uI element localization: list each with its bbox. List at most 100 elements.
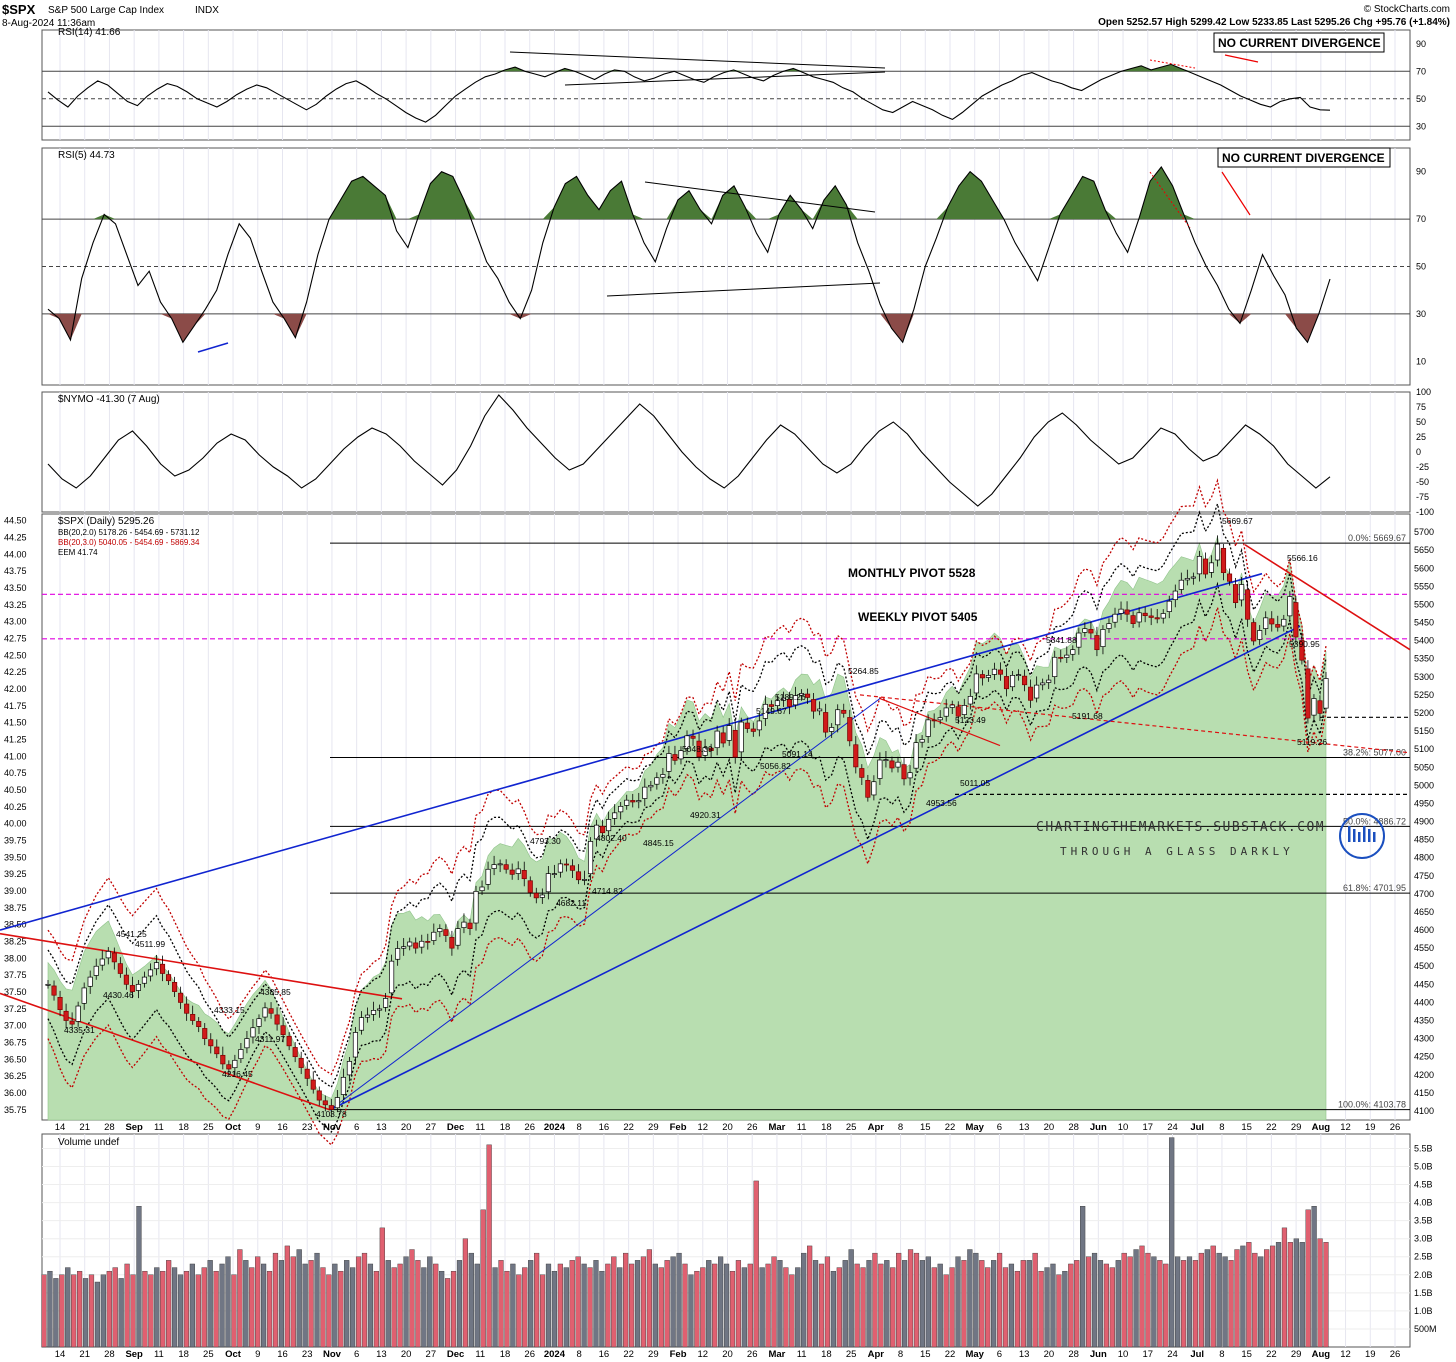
volume-bar (492, 1267, 498, 1348)
candle-body (1275, 624, 1281, 628)
eem-tick-label: 44.50 (4, 516, 27, 526)
x-axis-label: 17 (1142, 1122, 1153, 1133)
volume-bar (1258, 1256, 1264, 1348)
volume-bar (112, 1267, 118, 1348)
candle-body (316, 1090, 322, 1101)
volume-bar (498, 1260, 504, 1348)
price-annotation: 4335.31 (64, 1025, 95, 1035)
x-axis-label: Jun (1090, 1349, 1107, 1360)
x-axis-label: 2024 (544, 1349, 566, 1360)
x-axis-label: 8 (577, 1349, 582, 1360)
volume-bar (830, 1270, 836, 1348)
candle-body (1239, 584, 1245, 601)
x-axis-label: 16 (599, 1349, 610, 1360)
divergence-line (644, 181, 876, 213)
x-axis-label: 6 (354, 1122, 359, 1133)
volume-bar (379, 1227, 385, 1348)
candle-body (563, 863, 569, 866)
candle-body (702, 747, 708, 756)
candle-body (69, 1020, 75, 1025)
candle-body (63, 1010, 69, 1021)
volume-bar (510, 1263, 516, 1348)
candle-body (1281, 618, 1287, 627)
candle-body (533, 892, 539, 899)
candle-body (51, 985, 57, 996)
candle-body (955, 706, 961, 717)
x-axis-label: 14 (55, 1122, 66, 1133)
x-axis-label: 15 (920, 1122, 931, 1133)
eem-tick-label: 40.75 (4, 768, 27, 778)
candle-body (696, 740, 702, 758)
candle-body (817, 708, 823, 712)
volume-bar (1074, 1260, 1080, 1348)
volume-bar (551, 1270, 558, 1348)
x-axis-label: 15 (1241, 1122, 1252, 1133)
candle-body (1016, 674, 1022, 676)
candle-body (370, 1010, 377, 1015)
volume-bar (824, 1256, 831, 1348)
candle-body (985, 675, 991, 678)
candle-body (672, 754, 678, 761)
candle-body (57, 997, 63, 1011)
candle-body (1009, 675, 1016, 688)
volume-bar (421, 1267, 427, 1348)
fib-level-label: 100.0%: 4103.78 (1338, 1100, 1406, 1110)
oversold-fill (48, 313, 1330, 343)
candle-body (973, 673, 979, 694)
candle-body (666, 753, 672, 772)
candle-body (1317, 700, 1323, 714)
candle-body (220, 1054, 226, 1065)
eem-tick-label: 42.75 (4, 634, 27, 644)
candle-body (636, 800, 642, 803)
price-tick-label: 5550 (1414, 581, 1434, 591)
watermark-title: CHARTINGTHEMARKETS.SUBSTACK.COM (1036, 820, 1325, 835)
substack-logo-bar (1348, 826, 1351, 842)
volume-bar (1186, 1256, 1193, 1348)
price-tick-label: 5400 (1414, 636, 1434, 646)
candle-body (853, 744, 859, 768)
volume-bar (1323, 1242, 1329, 1348)
y-tick-label: 70 (1416, 66, 1426, 76)
volume-bar (765, 1263, 771, 1348)
volume-bar (266, 1270, 273, 1348)
volume-bar (1198, 1252, 1204, 1348)
x-axis-label: Jul (1190, 1349, 1204, 1360)
volume-bar (118, 1278, 124, 1348)
volume-bar (919, 1260, 926, 1348)
volume-bar (1056, 1274, 1062, 1348)
price-annotation: 5264.85 (848, 666, 879, 676)
rsi5-note: NO CURRENT DIVERGENCE (1222, 151, 1385, 165)
candle-body (208, 1039, 214, 1047)
candle-body (1323, 678, 1329, 709)
candle-body (419, 940, 425, 948)
price-annotation: 5011.05 (960, 778, 990, 788)
candle-body (895, 761, 901, 768)
eem-tick-label: 36.25 (4, 1071, 27, 1081)
price-tick-label: 4800 (1414, 853, 1434, 863)
volume-bar (634, 1260, 641, 1348)
divergence-arrow (1221, 171, 1251, 216)
eem-tick-label: 39.50 (4, 852, 27, 862)
volume-bar (1151, 1256, 1157, 1348)
candle-body (678, 750, 684, 760)
volume-bar (1127, 1256, 1133, 1348)
volume-bar (652, 1263, 658, 1348)
x-axis-label: 13 (1019, 1349, 1030, 1360)
candle-body (389, 960, 395, 994)
candle-body (1100, 629, 1106, 647)
candle-body (642, 786, 648, 799)
volume-bar (1020, 1260, 1026, 1348)
volume-bar (183, 1270, 190, 1348)
x-axis-label: Sep (125, 1122, 143, 1133)
x-axis-label: 19 (1365, 1122, 1376, 1133)
x-axis-label: 15 (920, 1349, 931, 1360)
volume-bar (225, 1256, 231, 1348)
volume-bar (753, 1180, 759, 1348)
x-axis-label: 25 (846, 1349, 857, 1360)
price-annotation: 4385.85 (260, 987, 291, 997)
red-trendline (0, 932, 403, 1000)
volume-bar (480, 1209, 486, 1348)
price-tick-label: 4600 (1414, 925, 1434, 935)
volume-bar (189, 1263, 195, 1348)
price-tick-label: 4550 (1414, 943, 1434, 953)
